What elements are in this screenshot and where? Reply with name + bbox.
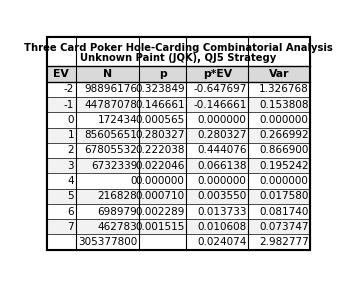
Bar xyxy=(47,219,310,234)
Text: 0: 0 xyxy=(131,176,137,186)
Text: 0.280327: 0.280327 xyxy=(197,130,247,140)
Text: p*EV: p*EV xyxy=(203,69,232,79)
Text: Unknown Paint (JQK), QJ5 Strategy: Unknown Paint (JQK), QJ5 Strategy xyxy=(80,53,276,63)
Text: 0.000710: 0.000710 xyxy=(136,191,185,201)
Bar xyxy=(47,173,310,189)
Text: 0.010608: 0.010608 xyxy=(197,222,247,232)
Bar xyxy=(47,37,310,66)
Text: 3: 3 xyxy=(68,161,74,171)
Text: EV: EV xyxy=(53,69,69,79)
Text: 5: 5 xyxy=(68,191,74,201)
Text: Var: Var xyxy=(269,69,290,79)
Text: 0.003550: 0.003550 xyxy=(197,191,247,201)
Text: 0.073747: 0.073747 xyxy=(259,222,309,232)
Text: 0.001515: 0.001515 xyxy=(135,222,185,232)
Bar xyxy=(47,234,310,250)
Text: 1.326768: 1.326768 xyxy=(259,84,309,95)
Text: 0.066138: 0.066138 xyxy=(197,161,247,171)
Text: 0.013733: 0.013733 xyxy=(197,206,247,216)
Text: N: N xyxy=(103,69,112,79)
Bar xyxy=(47,82,310,97)
Text: 0.444076: 0.444076 xyxy=(197,145,247,155)
Text: 0.153808: 0.153808 xyxy=(259,100,309,110)
Text: 2: 2 xyxy=(68,145,74,155)
Text: 698979: 698979 xyxy=(97,206,137,216)
Bar xyxy=(47,189,310,204)
Text: -2: -2 xyxy=(64,84,74,95)
Text: 0.000000: 0.000000 xyxy=(198,115,247,125)
Text: 0.866900: 0.866900 xyxy=(259,145,309,155)
Text: 85605651: 85605651 xyxy=(85,130,137,140)
Text: 0.000000: 0.000000 xyxy=(260,115,309,125)
Text: p: p xyxy=(159,69,166,79)
Text: 0.002289: 0.002289 xyxy=(135,206,185,216)
Text: 0.323849: 0.323849 xyxy=(135,84,185,95)
Text: 67805532: 67805532 xyxy=(85,145,137,155)
Text: 462783: 462783 xyxy=(97,222,137,232)
Text: 0.146661: 0.146661 xyxy=(135,100,185,110)
Text: 1: 1 xyxy=(68,130,74,140)
Text: 0.000000: 0.000000 xyxy=(198,176,247,186)
Bar xyxy=(47,97,310,112)
Bar xyxy=(47,204,310,219)
Text: 0.081740: 0.081740 xyxy=(259,206,309,216)
Text: 98896176: 98896176 xyxy=(84,84,137,95)
Bar xyxy=(47,66,310,82)
Text: 0.024074: 0.024074 xyxy=(197,237,247,247)
Text: 0.000000: 0.000000 xyxy=(260,176,309,186)
Text: 305377800: 305377800 xyxy=(78,237,137,247)
Text: 0.000565: 0.000565 xyxy=(135,115,185,125)
Text: 7: 7 xyxy=(68,222,74,232)
Text: 0.280327: 0.280327 xyxy=(135,130,185,140)
Text: 44787078: 44787078 xyxy=(85,100,137,110)
Bar xyxy=(47,143,310,158)
Text: 6: 6 xyxy=(68,206,74,216)
Text: -1: -1 xyxy=(64,100,74,110)
Text: 0: 0 xyxy=(68,115,74,125)
Bar xyxy=(47,112,310,128)
Bar xyxy=(47,128,310,143)
Text: -0.146661: -0.146661 xyxy=(193,100,247,110)
Text: 2.982777: 2.982777 xyxy=(259,237,309,247)
Bar xyxy=(47,158,310,173)
Text: 172434: 172434 xyxy=(97,115,137,125)
Text: 6732339: 6732339 xyxy=(91,161,137,171)
Text: 0.017580: 0.017580 xyxy=(259,191,309,201)
Text: -0.647697: -0.647697 xyxy=(193,84,247,95)
Text: Three Card Poker Hole-Carding Combinatorial Analysis: Three Card Poker Hole-Carding Combinator… xyxy=(24,43,333,53)
Text: 0.266992: 0.266992 xyxy=(259,130,309,140)
Text: 0.022046: 0.022046 xyxy=(135,161,185,171)
Text: 0.222038: 0.222038 xyxy=(135,145,185,155)
Text: 216828: 216828 xyxy=(97,191,137,201)
Text: 0.195242: 0.195242 xyxy=(259,161,309,171)
Text: 0.000000: 0.000000 xyxy=(136,176,185,186)
Text: 4: 4 xyxy=(68,176,74,186)
